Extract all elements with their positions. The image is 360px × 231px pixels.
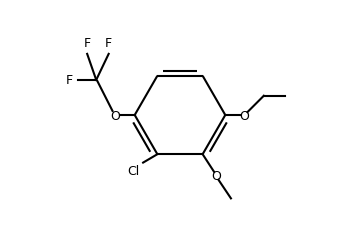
Text: F: F [84,37,91,50]
Text: O: O [111,109,120,122]
Text: Cl: Cl [127,165,140,178]
Text: F: F [65,74,72,87]
Text: O: O [211,170,221,182]
Text: O: O [240,109,249,122]
Text: F: F [105,37,112,50]
